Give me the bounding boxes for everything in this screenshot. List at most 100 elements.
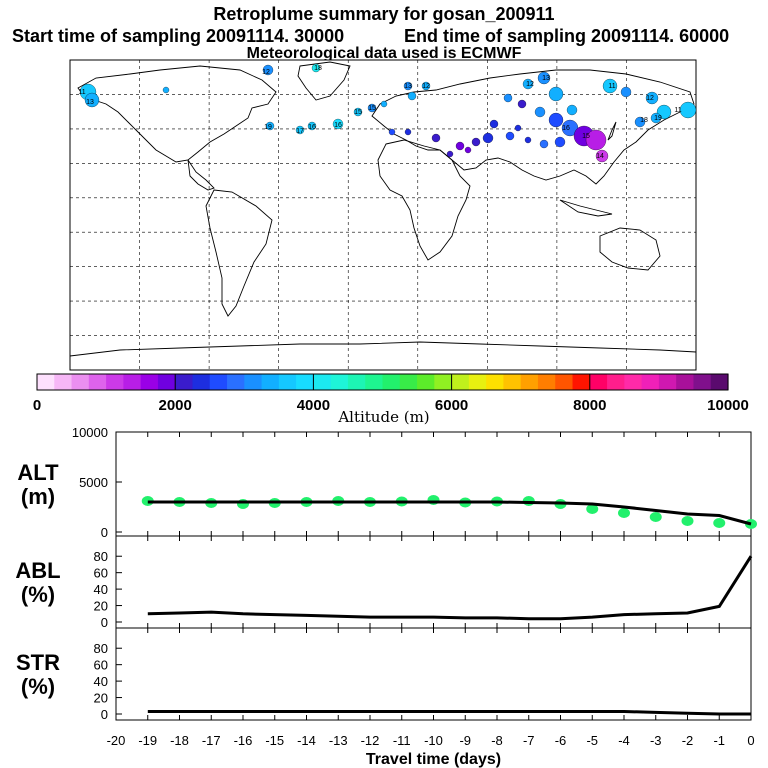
plume-marker [388,128,396,136]
plume-marker [421,81,431,91]
location-label: 16 [334,122,342,129]
y-tick-label: 10000 [72,425,108,440]
start-time-label: Start time of sampling 20091114. 30000 [12,26,345,46]
x-tick-label: -6 [555,733,567,748]
plume-marker [645,91,659,105]
x-tick-label: -3 [650,733,662,748]
australia-coast [599,227,661,271]
y-tick-label: 20 [94,599,108,614]
location-label: 12 [526,81,534,88]
x-axis-label: Travel time (days) [366,751,501,768]
series-line [147,555,753,621]
panel-label: STR [16,650,60,675]
panel-unit: (%) [21,582,55,607]
plume-marker [554,136,566,148]
plume-marker [404,128,412,136]
location-label: 13 [86,99,94,106]
series-line [147,500,752,526]
map-gridlines [70,60,696,370]
plume-marker [595,149,609,163]
y-tick-label: 40 [94,674,108,689]
location-label: 13 [542,75,550,82]
x-tick-label: -16 [234,733,253,748]
plume-marker [464,146,472,154]
plume-marker [505,131,515,141]
y-tick-label: 20 [94,691,108,706]
location-label: 16 [308,124,316,131]
x-tick-label: -8 [491,733,503,748]
location-label: 11 [608,83,615,90]
y-tick-label: 60 [94,566,108,581]
plume-marker [679,101,697,119]
north-america-coast [77,65,277,163]
met-data-label: Meteorological data used is ECMWF [246,45,522,62]
panel-unit: (%) [21,674,55,699]
plume-marker [566,104,578,116]
x-tick-label: -14 [297,733,316,748]
altitude-point [681,516,694,526]
plume-marker [353,107,363,117]
y-tick-label: 80 [94,549,108,564]
plume-marker [522,78,534,90]
location-label: 19 [654,115,662,122]
plume-marker [634,116,646,128]
plume-marker [446,150,454,158]
x-tick-label: -15 [265,733,284,748]
y-tick-label: 0 [101,525,108,540]
japan-coast [607,121,617,141]
coastlines [69,61,697,357]
plume-marker [295,125,305,135]
plume-marker [403,81,413,91]
y-tick-label: 0 [101,707,108,722]
plume-markers [79,63,697,163]
figure-title: Retroplume summary for gosan_200911 [213,4,555,24]
plume-marker [307,121,317,131]
location-label: 18 [640,117,648,124]
plume-marker [262,64,274,76]
series-line [147,710,751,716]
plume-marker [585,129,607,151]
location-label: 16 [562,125,570,132]
location-label: 18 [314,65,322,72]
plume-marker [489,119,499,129]
location-label: 19 [264,124,272,131]
colorbar-label: Altitude (m) [338,408,430,426]
plume-marker [548,112,564,128]
plume-marker [650,112,662,124]
plume-marker [380,100,388,108]
location-label: 12 [262,69,270,76]
x-tick-label: -18 [170,733,189,748]
panel-unit: (m) [21,484,55,509]
plume-marker [524,136,532,144]
plume-marker [455,141,465,151]
plume-marker [265,121,275,131]
south-america-coast [205,189,273,317]
x-tick-label: -2 [682,733,694,748]
y-tick-label: 0 [101,615,108,630]
africa-coast [377,139,471,261]
x-tick-label: -19 [138,733,157,748]
location-label: 12 [646,95,654,102]
x-tick-label: -10 [424,733,443,748]
central-america-coast [187,159,215,191]
x-tick-label: 0 [747,733,754,748]
plume-marker [471,137,481,147]
altitude-point [586,504,599,514]
panel-frame [115,627,752,721]
x-tick-label: -12 [361,733,380,748]
panel-label: ALT [17,460,59,485]
location-label: 11 [78,89,85,96]
altitude-point [649,512,662,522]
plume-marker [311,63,321,73]
plume-marker [602,78,618,94]
plume-marker [517,99,527,109]
x-tick-label: -1 [713,733,725,748]
indonesia-coast [559,199,613,217]
panel-0: 0 5000 10000 ALT(m) [17,425,757,540]
x-tick-label: -9 [459,733,471,748]
plume-marker [548,86,564,102]
y-tick-label: 80 [94,641,108,656]
